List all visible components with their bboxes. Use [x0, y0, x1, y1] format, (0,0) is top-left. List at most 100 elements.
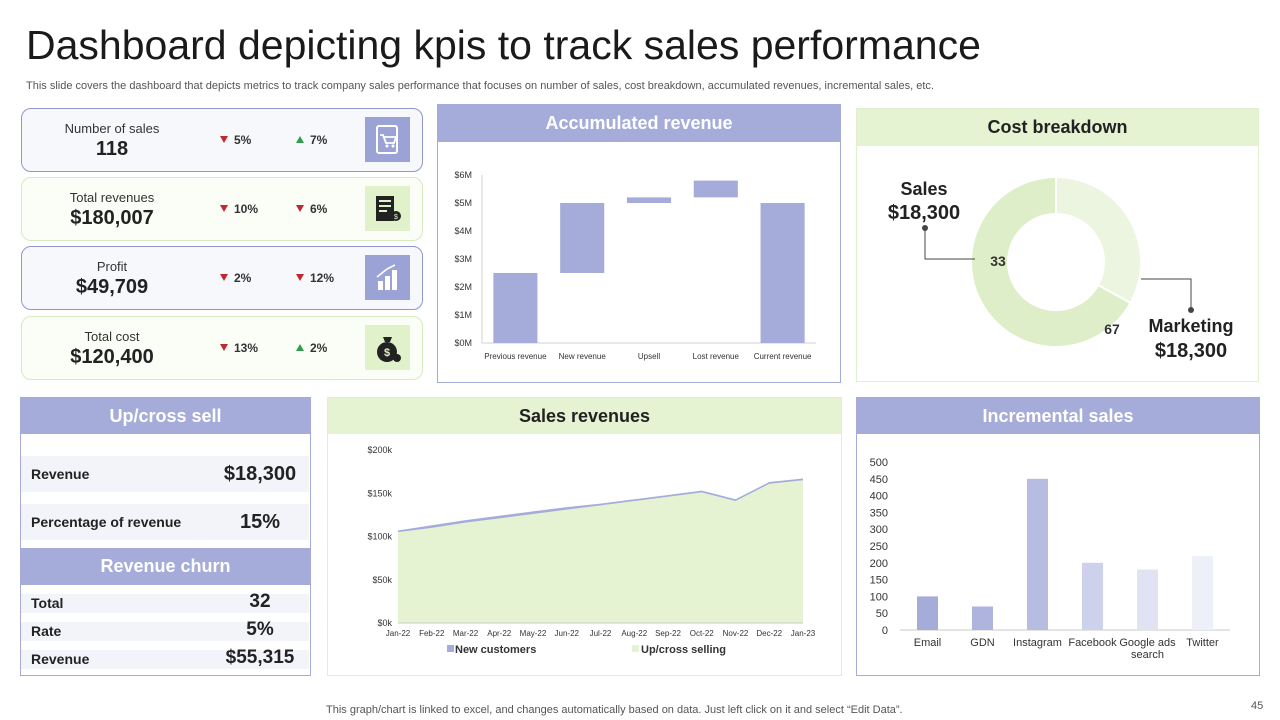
- down-arrow-icon: [220, 136, 228, 143]
- x-tick-label: Jul-22: [590, 629, 612, 638]
- down-arrow-icon: [220, 344, 228, 351]
- incremental-bar: [917, 596, 938, 630]
- row-label: Revenue: [31, 466, 90, 482]
- y-tick-label: 500: [870, 457, 888, 469]
- x-tick-label: Twitter: [1186, 637, 1219, 649]
- x-tick-label: Upsell: [638, 352, 660, 361]
- x-tick-label: Google ads: [1119, 637, 1176, 649]
- kpi-change-2: 2%: [296, 341, 327, 355]
- kpi-change-1: 10%: [220, 202, 258, 216]
- kpi-value: 118: [95, 138, 129, 160]
- row-label: Total: [31, 595, 64, 611]
- x-tick-label: Sep-22: [655, 629, 681, 638]
- y-tick-label: $0M: [454, 338, 472, 348]
- waterfall-bar: [560, 203, 605, 273]
- legend-swatch: [447, 645, 454, 652]
- row-label: Revenue: [31, 651, 90, 667]
- incremental-sales-title: Incremental sales: [857, 398, 1259, 434]
- waterfall-bar: [493, 273, 538, 343]
- kpi-change-1-value: 10%: [234, 202, 259, 216]
- shopping-cart-icon: [365, 117, 410, 162]
- kpi-change-2-value: 2%: [310, 341, 328, 355]
- area-upcross-selling: [398, 480, 803, 623]
- kpi-card-total-cost: Total cost $120,400 13% 2% $: [21, 316, 423, 380]
- x-tick-label: Previous revenue: [484, 352, 547, 361]
- incremental-sales-panel: Incremental sales 0 50 100 150 200 250 300 350 4…: [856, 397, 1260, 676]
- kpi-change-2: 7%: [296, 133, 327, 147]
- row-label: Percentage of revenue: [31, 514, 182, 530]
- upcross-churn-panel: Up/cross sell Revenue $18,300 Percentage…: [20, 397, 311, 676]
- kpi-change-1-value: 13%: [234, 341, 259, 355]
- kpi-change-1-value: 2%: [234, 271, 252, 285]
- donut-value-label: 33: [990, 253, 1006, 269]
- sales-revenues-chart: $0k $50k $100k $150k $200k Jan-22 Feb-22 Mar-22…: [367, 445, 815, 656]
- accumulated-revenue-chart: $0M $1M $2M $3M $4M $5M $6M Previous revenue New…: [454, 170, 816, 361]
- row-label: Rate: [31, 623, 62, 639]
- x-tick-label: Apr-22: [487, 629, 512, 638]
- callout-amount: $18,300: [888, 202, 960, 224]
- y-tick-label: $5M: [454, 198, 472, 208]
- row-value: $18,300: [223, 463, 297, 485]
- waterfall-bar: [626, 197, 672, 203]
- x-tick-label: Aug-22: [621, 629, 647, 638]
- kpi-label: Total cost: [84, 329, 140, 344]
- x-tick-label: Jun-22: [555, 629, 580, 638]
- callout-leader-line: [1141, 278, 1192, 310]
- legend-label: Up/cross selling: [641, 644, 726, 656]
- down-arrow-icon: [220, 274, 228, 281]
- callout-dot: [1188, 307, 1194, 313]
- x-tick-label: Feb-22: [419, 629, 445, 638]
- churn-row-revenue: Revenue $55,315: [21, 647, 309, 669]
- revenue-churn-title: Revenue churn: [21, 548, 310, 585]
- down-arrow-icon: [296, 205, 304, 212]
- incremental-bar: [1082, 562, 1103, 630]
- y-tick-label: 200: [870, 558, 888, 570]
- x-tick-label: Current revenue: [754, 352, 812, 361]
- y-tick-label: $3M: [454, 254, 472, 264]
- y-tick-label: 400: [870, 491, 888, 503]
- kpi-change-1: 2%: [220, 271, 251, 285]
- incremental-bar: [1137, 569, 1158, 630]
- x-tick-label: Email: [914, 637, 942, 649]
- callout-amount: $18,300: [1155, 340, 1227, 362]
- y-tick-label: 300: [870, 524, 888, 536]
- accumulated-revenue-title: Accumulated revenue: [438, 105, 840, 142]
- x-tick-label: Nov-22: [723, 629, 749, 638]
- legend-label: New customers: [455, 644, 536, 656]
- kpi-label: Total revenues: [69, 190, 155, 205]
- accumulated-revenue-panel: Accumulated revenue $0M $1M $2M $3M $4M $5M $6…: [437, 104, 841, 383]
- x-tick-label: Jan-22: [386, 629, 411, 638]
- y-tick-label: $0k: [377, 618, 392, 628]
- row-value: $55,315: [225, 647, 295, 668]
- money-bag-icon: $: [365, 325, 410, 370]
- x-tick-label: Oct-22: [690, 629, 715, 638]
- kpi-change-1: 5%: [220, 133, 251, 147]
- kpi-value: $49,709: [75, 276, 149, 298]
- y-tick-label: 450: [870, 474, 888, 486]
- kpi-change-1: 13%: [220, 341, 258, 355]
- y-tick-label: $200k: [367, 445, 392, 455]
- x-tick-label: May-22: [520, 629, 547, 638]
- kpi-change-2-value: 12%: [310, 271, 335, 285]
- row-value: 5%: [246, 619, 274, 640]
- kpi-label: Profit: [96, 259, 128, 274]
- callout-name: Sales: [900, 179, 947, 199]
- x-tick-label: New revenue: [559, 352, 607, 361]
- y-tick-label: $4M: [454, 226, 472, 236]
- sales-revenues-panel: Sales revenues $0k $50k $100k $150k $200k Jan…: [327, 397, 842, 676]
- y-tick-label: $1M: [454, 310, 472, 320]
- kpi-change-2-value: 6%: [310, 202, 328, 216]
- y-tick-label: 250: [870, 541, 888, 553]
- churn-row-rate: Rate 5%: [21, 619, 309, 641]
- kpi-value: $180,007: [70, 207, 154, 229]
- x-tick-label: Lost revenue: [693, 352, 740, 361]
- x-tick-label: Facebook: [1068, 637, 1117, 649]
- upcross-row-percentage: Percentage of revenue 15%: [21, 504, 309, 540]
- cost-breakdown-panel: Cost breakdown 33 67 Sales $18,300 Marketing…: [856, 108, 1259, 382]
- growth-icon: [365, 255, 410, 300]
- page-number: 45: [1251, 700, 1264, 712]
- y-tick-label: $50k: [372, 575, 392, 585]
- x-tick-label: Dec-22: [756, 629, 782, 638]
- incremental-sales-chart: 0 50 100 150 200 250 300 350 400 450 500 Email GDN In…: [870, 457, 1230, 661]
- y-tick-label: 100: [870, 591, 888, 603]
